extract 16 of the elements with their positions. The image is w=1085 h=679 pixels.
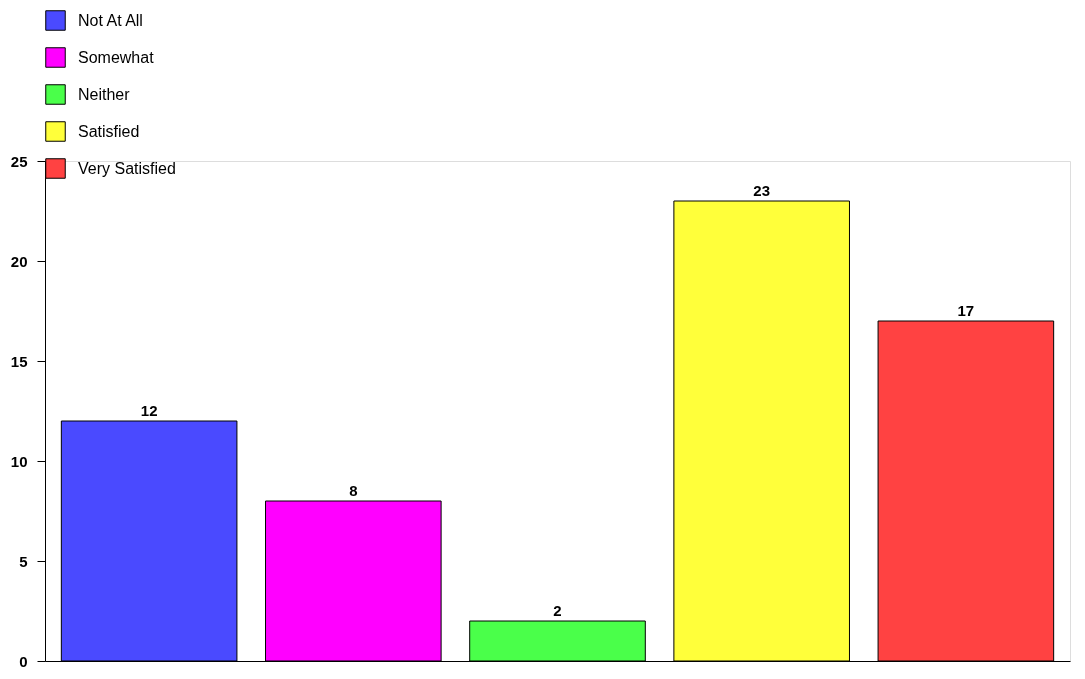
y-tick-label: 15	[10, 352, 28, 370]
y-tick-label: 0	[19, 652, 28, 670]
data-label: 12	[140, 402, 158, 419]
legend-label: Neither	[78, 85, 131, 103]
data-label: 8	[349, 482, 358, 499]
y-tick-label: 5	[19, 552, 28, 570]
legend-label: Somewhat	[78, 48, 155, 66]
y-tick-label: 25	[10, 152, 28, 170]
y-tick-label: 20	[10, 252, 28, 270]
legend-label: Very Satisfied	[78, 159, 176, 177]
legend-label: Satisfied	[78, 122, 140, 140]
data-label: 23	[753, 182, 771, 199]
y-tick-label: 10	[10, 452, 28, 470]
legend-label: Not At All	[78, 11, 143, 29]
data-label: 2	[553, 602, 562, 619]
data-label: 17	[957, 302, 975, 319]
